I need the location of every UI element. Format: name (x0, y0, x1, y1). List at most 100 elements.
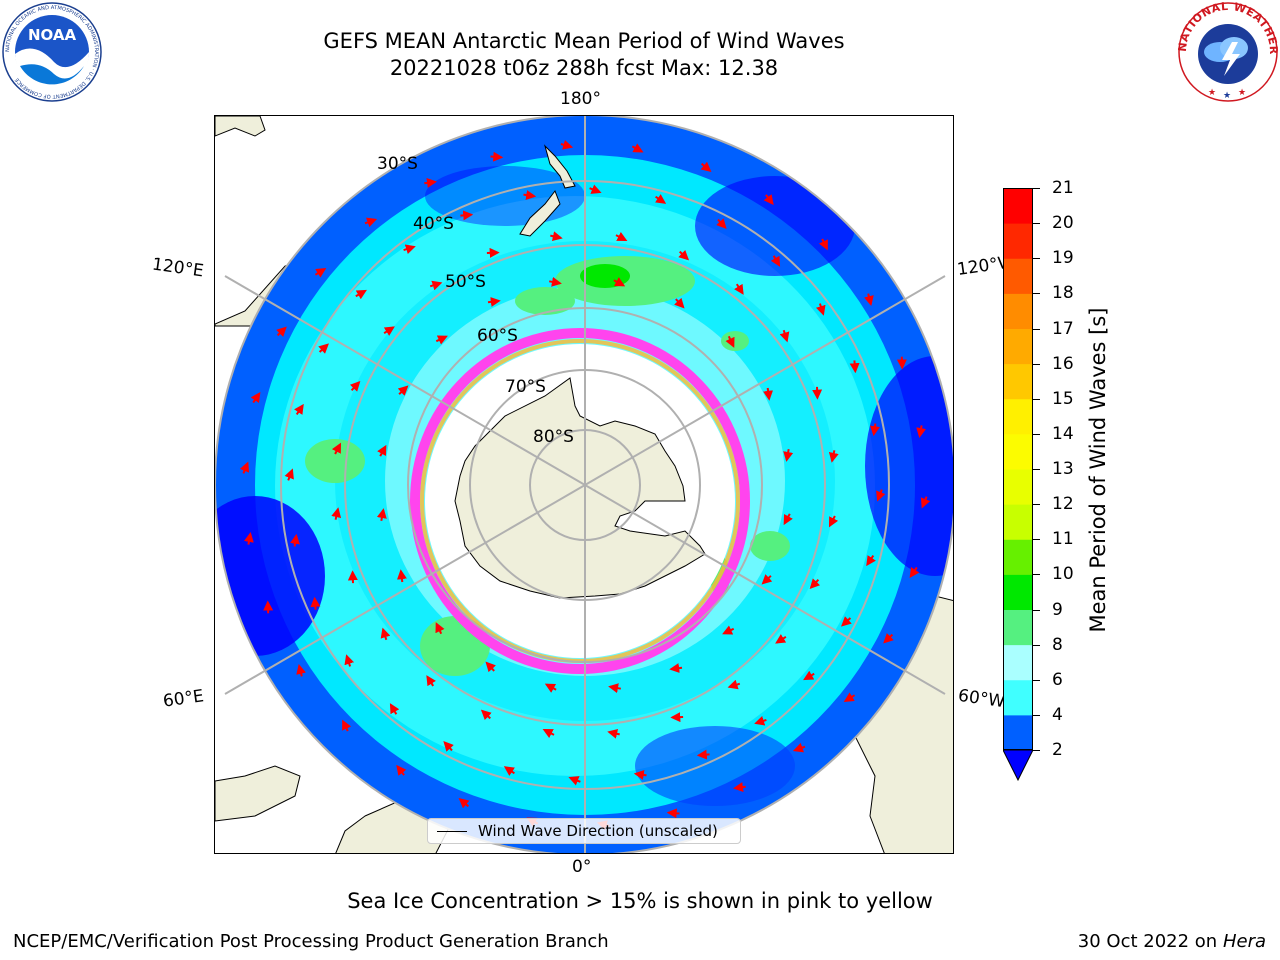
wave-direction-arrow-icon (779, 329, 790, 343)
colorbar-tick-label: 4 (1052, 704, 1063, 725)
lon-label-180: 180° (560, 89, 601, 109)
wave-direction-arrow-icon (631, 143, 644, 153)
wave-direction-arrow-icon (480, 709, 492, 721)
lat-label-50s: 50°S (445, 272, 486, 292)
wave-direction-arrow-icon (870, 423, 880, 437)
colorbar-tick-label: 6 (1052, 669, 1063, 690)
colorbar-extend-arrow (1003, 749, 1033, 782)
wave-direction-arrow-icon (331, 507, 342, 520)
colorbar-tick-label: 16 (1052, 353, 1074, 374)
wave-direction-arrow-icon (725, 335, 735, 348)
wave-direction-arrow-icon (700, 161, 712, 172)
colorbar-segment (1003, 679, 1033, 716)
colorbar-tick-label: 18 (1052, 283, 1074, 304)
colorbar-segment (1003, 398, 1033, 435)
colorbar-tick-label: 14 (1052, 423, 1074, 444)
wave-direction-arrow-icon (809, 578, 821, 590)
wave-direction-arrow-icon (424, 177, 437, 188)
wave-direction-arrow-icon (864, 293, 874, 307)
svg-text:★: ★ (1238, 88, 1246, 98)
wave-direction-arrow-icon (560, 139, 574, 150)
colorbar-tick-mark (1033, 293, 1040, 295)
wave-direction-arrow-icon (841, 616, 852, 627)
wave-direction-arrow-icon (294, 403, 304, 415)
wave-direction-arrow-icon (250, 391, 261, 404)
lat-label-60s: 60°S (477, 326, 518, 346)
wave-direction-arrow-icon (568, 776, 581, 786)
colorbar-outline (1003, 188, 1033, 750)
colorbar-tick-label: 19 (1052, 248, 1074, 269)
land-corner-nz-australia (215, 116, 266, 137)
wave-direction-arrow-icon (426, 675, 436, 687)
wave-direction-arrow-icon (727, 679, 741, 690)
lat-label-30s: 30°S (377, 154, 418, 174)
wave-direction-arrow-icon (342, 719, 352, 732)
wave-direction-arrow-icon (458, 798, 470, 809)
colorbar-segment (1003, 609, 1033, 646)
wave-direction-arrow-icon (429, 280, 443, 291)
footer-date: 30 Oct 2022 on Hera (1078, 931, 1266, 952)
colorbar-tick-label: 21 (1052, 178, 1074, 198)
chart-title: GEFS MEAN Antarctic Mean Period of Wind … (323, 29, 845, 53)
wave-direction-arrow-icon (678, 249, 690, 261)
wave-direction-arrow-icon (828, 450, 839, 463)
wave-direction-arrow-icon (866, 555, 876, 567)
wave-direction-arrow-icon (674, 297, 685, 309)
wave-direction-arrow-icon (544, 683, 557, 693)
colorbar-segment (1003, 258, 1033, 294)
colorbar-segment (1003, 574, 1033, 610)
wave-direction-arrow-icon (523, 190, 537, 200)
wave-direction-arrow-icon (783, 449, 794, 462)
noaa-logo-icon: NATIONAL OCEANIC AND ATMOSPHERIC ADMINIS… (2, 2, 102, 102)
colorbar-segment (1003, 188, 1033, 224)
wave-direction-arrow-icon (607, 728, 620, 739)
colorbar-tick-mark (1033, 223, 1040, 225)
graticule (215, 116, 953, 853)
wave-direction-arrow-icon (550, 231, 563, 242)
colorbar-segment (1003, 539, 1033, 575)
colorbar-tick-label: 9 (1052, 599, 1063, 620)
wave-direction-arrow-icon (239, 461, 250, 474)
wave-direction-arrow-icon (849, 360, 860, 374)
wave-direction-arrow-icon (828, 515, 839, 528)
wave-direction-arrow-icon (883, 632, 894, 644)
wave-direction-arrow-icon (920, 496, 931, 509)
wave-direction-arrow-icon (734, 283, 744, 295)
wave-direction-arrow-icon (792, 742, 806, 753)
colorbar-segment (1003, 469, 1033, 505)
sea-ice-note: Sea Ice Concentration > 15% is shown in … (347, 889, 933, 913)
nws-logo-icon: NATIONAL WEATHER SERVICE ★ ★ ★ (1178, 2, 1278, 102)
wave-direction-arrow-icon (344, 654, 355, 667)
colorbar-segment (1003, 223, 1033, 259)
wave-direction-arrow-icon (763, 387, 774, 401)
wave-direction-arrow-icon (318, 343, 329, 354)
wave-direction-arrow-icon (460, 210, 474, 221)
colorbar-tick-mark (1033, 328, 1040, 330)
colorbar-tick-mark (1033, 574, 1040, 576)
wave-direction-arrow-icon (396, 764, 407, 776)
wave-direction-arrow-icon (503, 766, 515, 776)
noaa-logo-text: NOAA (28, 26, 77, 44)
wave-direction-arrow-icon (490, 151, 504, 162)
svg-text:★: ★ (1223, 91, 1231, 101)
wave-direction-arrow-icon (666, 808, 680, 819)
wave-direction-arrow-icon (733, 782, 746, 793)
wave-direction-arrow-icon (397, 385, 409, 396)
polar-map: 30°S 40°S 50°S 60°S 70°S 80°S (215, 116, 953, 853)
wave-direction-arrow-icon (633, 770, 647, 780)
colorbar-segment (1003, 644, 1033, 681)
wave-direction-arrow-icon (389, 703, 400, 715)
colorbar-tick-mark (1033, 398, 1040, 400)
colorbar-tick-label: 2 (1052, 740, 1063, 760)
lon-label-120e: 120°E (150, 254, 205, 282)
wave-direction-arrow-icon (761, 574, 773, 585)
colorbar-label: Mean Period of Wind Waves [s] (1086, 307, 1110, 633)
land-new-zealand (544, 144, 576, 189)
footer-date-text: 30 Oct 2022 on (1077, 931, 1223, 952)
land-new-zealand-south (519, 189, 561, 237)
colorbar-tick-mark (1033, 258, 1040, 260)
wave-direction-arrow-icon (589, 184, 602, 194)
colorbar-tick-mark (1033, 609, 1040, 611)
wave-direction-arrow-icon (487, 296, 501, 307)
wave-direction-arrow-icon (443, 741, 454, 752)
